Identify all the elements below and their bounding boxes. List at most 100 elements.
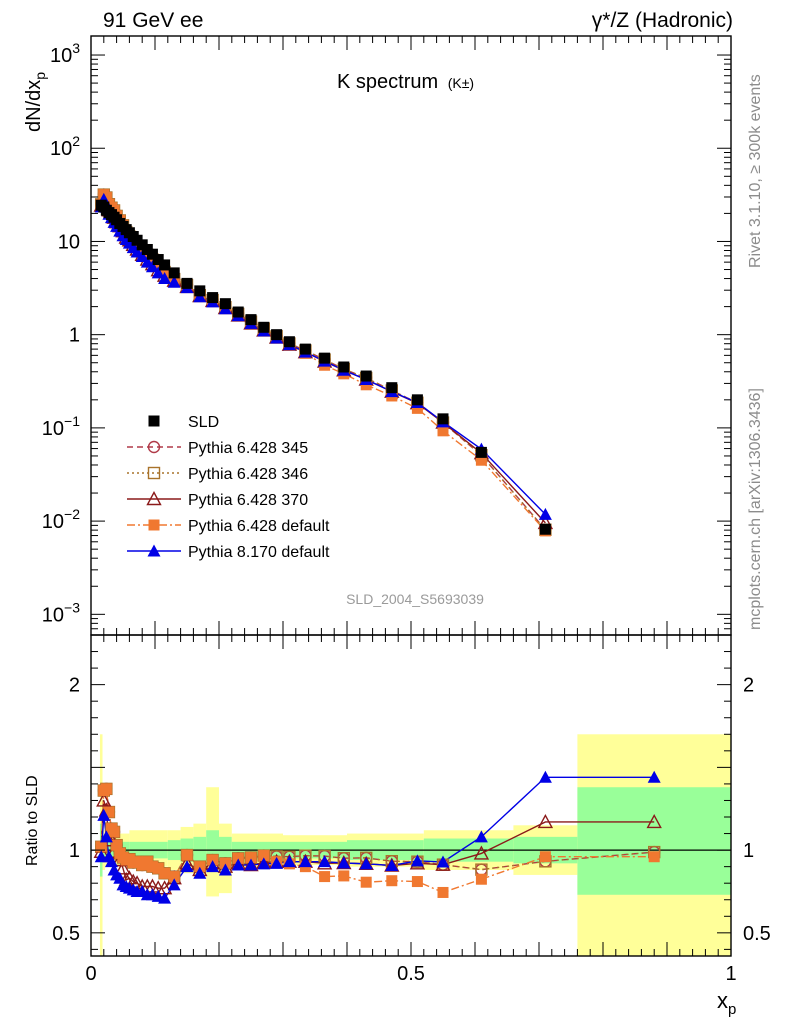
ratio-point-pythia-6-428-default-5 <box>108 826 120 838</box>
main-point-pythia-8-170-default-17 <box>158 272 172 285</box>
ratio-point-pythia-6-428-default-16 <box>152 862 164 874</box>
ratio-y-tick-label-right: 0.5 <box>743 923 771 945</box>
ratio-point-pythia-8-170-default-36 <box>538 770 552 783</box>
ratio-point-pythia-8-170-default-17 <box>158 891 172 904</box>
ratio-point-pythia-8-170-default-23 <box>231 858 245 871</box>
legend-label-pythia-6-428-default: Pythia 6.428 default <box>188 518 330 535</box>
header-right: γ*/Z (Hadronic) <box>592 9 733 32</box>
series-markers <box>93 188 662 904</box>
ratio-point-pythia-8-170-default-30 <box>337 856 351 869</box>
main-point-pythia-8-170-default-36 <box>538 507 552 520</box>
main-point-sld-34 <box>437 413 449 425</box>
legend-label-pythia-6-428-346: Pythia 6.428 346 <box>188 466 308 483</box>
main-point-sld-33 <box>411 394 423 406</box>
ratio-point-pythia-6-428-default-0 <box>95 841 107 853</box>
ratio-point-pythia-8-170-default-1 <box>97 808 111 821</box>
main-point-pythia-6-428-default-2 <box>100 192 112 204</box>
ratio-point-pythia-8-170-default-2 <box>99 830 113 843</box>
main-point-sld-25 <box>258 321 270 333</box>
legend-marker-pythia-6-428-346 <box>147 466 161 480</box>
main-frame <box>90 35 732 636</box>
ratio-point-pythia-6-428-default-21 <box>207 854 219 866</box>
legend-label-pythia-8-170-default: Pythia 8.170 default <box>188 544 330 561</box>
ratio-point-pythia-6-428-default-32 <box>386 875 398 887</box>
analysis-watermark: SLD_2004_S5693039 <box>346 591 484 607</box>
main-point-sld-18 <box>168 267 180 279</box>
header-left: 91 GeV ee <box>103 9 203 32</box>
ratio-point-pythia-8-170-default-21 <box>206 860 220 873</box>
main-point-sld-20 <box>194 285 206 297</box>
main-point-sld-21 <box>207 292 219 304</box>
ratio-point-pythia-6-428-default-31 <box>360 876 372 888</box>
ratio-point-pythia-8-170-default-34 <box>436 855 450 868</box>
ratio-y-axis-title: Ratio to SLD <box>24 775 41 866</box>
main-point-sld-22 <box>219 298 231 310</box>
ratio-point-pythia-6-428-default-3 <box>103 806 115 818</box>
main-point-sld-16 <box>152 254 164 266</box>
band-inner-14 <box>577 787 731 895</box>
ratio-y-tick-label-right: 2 <box>743 675 754 697</box>
ratio-point-pythia-8-170-default-32 <box>385 858 399 871</box>
ratio-point-pythia-8-170-default-29 <box>318 855 332 868</box>
x-tick-label: 0 <box>85 963 96 985</box>
legend-label-sld: SLD <box>188 414 219 431</box>
ratio-point-pythia-6-428-default-18 <box>168 871 180 883</box>
main-y-axis-title: dN/dxp <box>23 72 48 132</box>
ratio-point-pythia-8-170-default-27 <box>282 855 296 868</box>
legend: SLD Pythia 6.428 345 Pythia 6.428 346 Pythi… <box>127 414 330 561</box>
ratio-point-pythia-6-428-370-1 <box>96 792 112 807</box>
ratio-point-pythia-8-170-default-4 <box>104 855 118 868</box>
main-point-sld-36 <box>539 523 551 535</box>
main-point-sld-30 <box>338 361 350 373</box>
legend-label-pythia-6-428-345: Pythia 6.428 345 <box>188 440 308 457</box>
ratio-point-pythia-6-428-370-8 <box>115 860 131 875</box>
ratio-point-pythia-8-170-default-35 <box>474 830 488 843</box>
y-tick-label: 10 <box>58 231 80 253</box>
ratio-point-pythia-6-428-default-2 <box>100 783 112 795</box>
main-point-pythia-8-170-default-18 <box>167 275 181 288</box>
ratio-point-pythia-6-428-default-36 <box>539 851 551 863</box>
ratio-point-pythia-6-428-default-17 <box>159 867 171 879</box>
ratio-point-pythia-6-428-default-24 <box>245 852 257 864</box>
main-point-pythia-6-428-default-35 <box>475 454 487 466</box>
main-point-sld-28 <box>299 343 311 355</box>
ratio-point-pythia-6-428-370-36 <box>537 814 554 829</box>
ratio-point-pythia-8-170-default-18 <box>167 878 181 891</box>
main-point-pythia-6-428-default-16 <box>152 260 164 272</box>
legend-marker-pythia-8-170-default <box>147 544 161 557</box>
ratio-y-tick-label: 1 <box>69 840 80 862</box>
ratio-point-pythia-8-170-default-22 <box>218 863 232 876</box>
main-point-sld-29 <box>319 352 331 364</box>
ratio-point-pythia-6-428-default-19 <box>181 849 193 861</box>
ratio-point-pythia-6-428-370-35 <box>473 845 490 860</box>
series-lines <box>100 193 655 899</box>
x-axis-title: xp <box>717 988 736 1018</box>
ratio-y-tick-label: 0.5 <box>52 923 80 945</box>
y-tick-label: 103 <box>50 40 80 67</box>
ratio-point-pythia-6-428-default-29 <box>319 871 331 883</box>
main-point-sld-31 <box>360 370 372 382</box>
ratio-point-pythia-6-428-370-37 <box>646 814 662 829</box>
ratio-point-pythia-6-428-default-35 <box>475 873 487 885</box>
ratio-point-pythia-6-428-default-22 <box>219 857 231 869</box>
ratio-point-pythia-6-428-default-25 <box>258 850 270 862</box>
main-point-sld-32 <box>386 382 398 394</box>
legend-marker-pythia-6-428-370 <box>146 491 162 506</box>
chart-title-main: K spectrum <box>337 71 438 93</box>
main-point-sld-17 <box>159 259 171 271</box>
main-point-pythia-8-170-default-13 <box>135 249 149 262</box>
main-point-pythia-6-428-default-34 <box>437 425 449 437</box>
ratio-point-pythia-8-170-default-19 <box>180 860 194 873</box>
ratio-point-pythia-8-170-default-20 <box>193 866 207 879</box>
legend-marker-sld <box>148 415 160 427</box>
ratio-uncertainty-bands <box>99 734 731 956</box>
ratio-point-pythia-8-170-default-24 <box>244 858 258 871</box>
ratio-point-pythia-6-428-default-33 <box>411 876 423 888</box>
y-tick-label: 10−1 <box>42 413 80 440</box>
main-point-sld-27 <box>283 336 295 348</box>
chart-title: K spectrum (K±) <box>337 71 474 93</box>
chart-title-sub: (K±) <box>448 75 474 91</box>
ratio-point-pythia-8-170-default-25 <box>257 857 271 870</box>
main-point-sld-35 <box>475 446 487 458</box>
